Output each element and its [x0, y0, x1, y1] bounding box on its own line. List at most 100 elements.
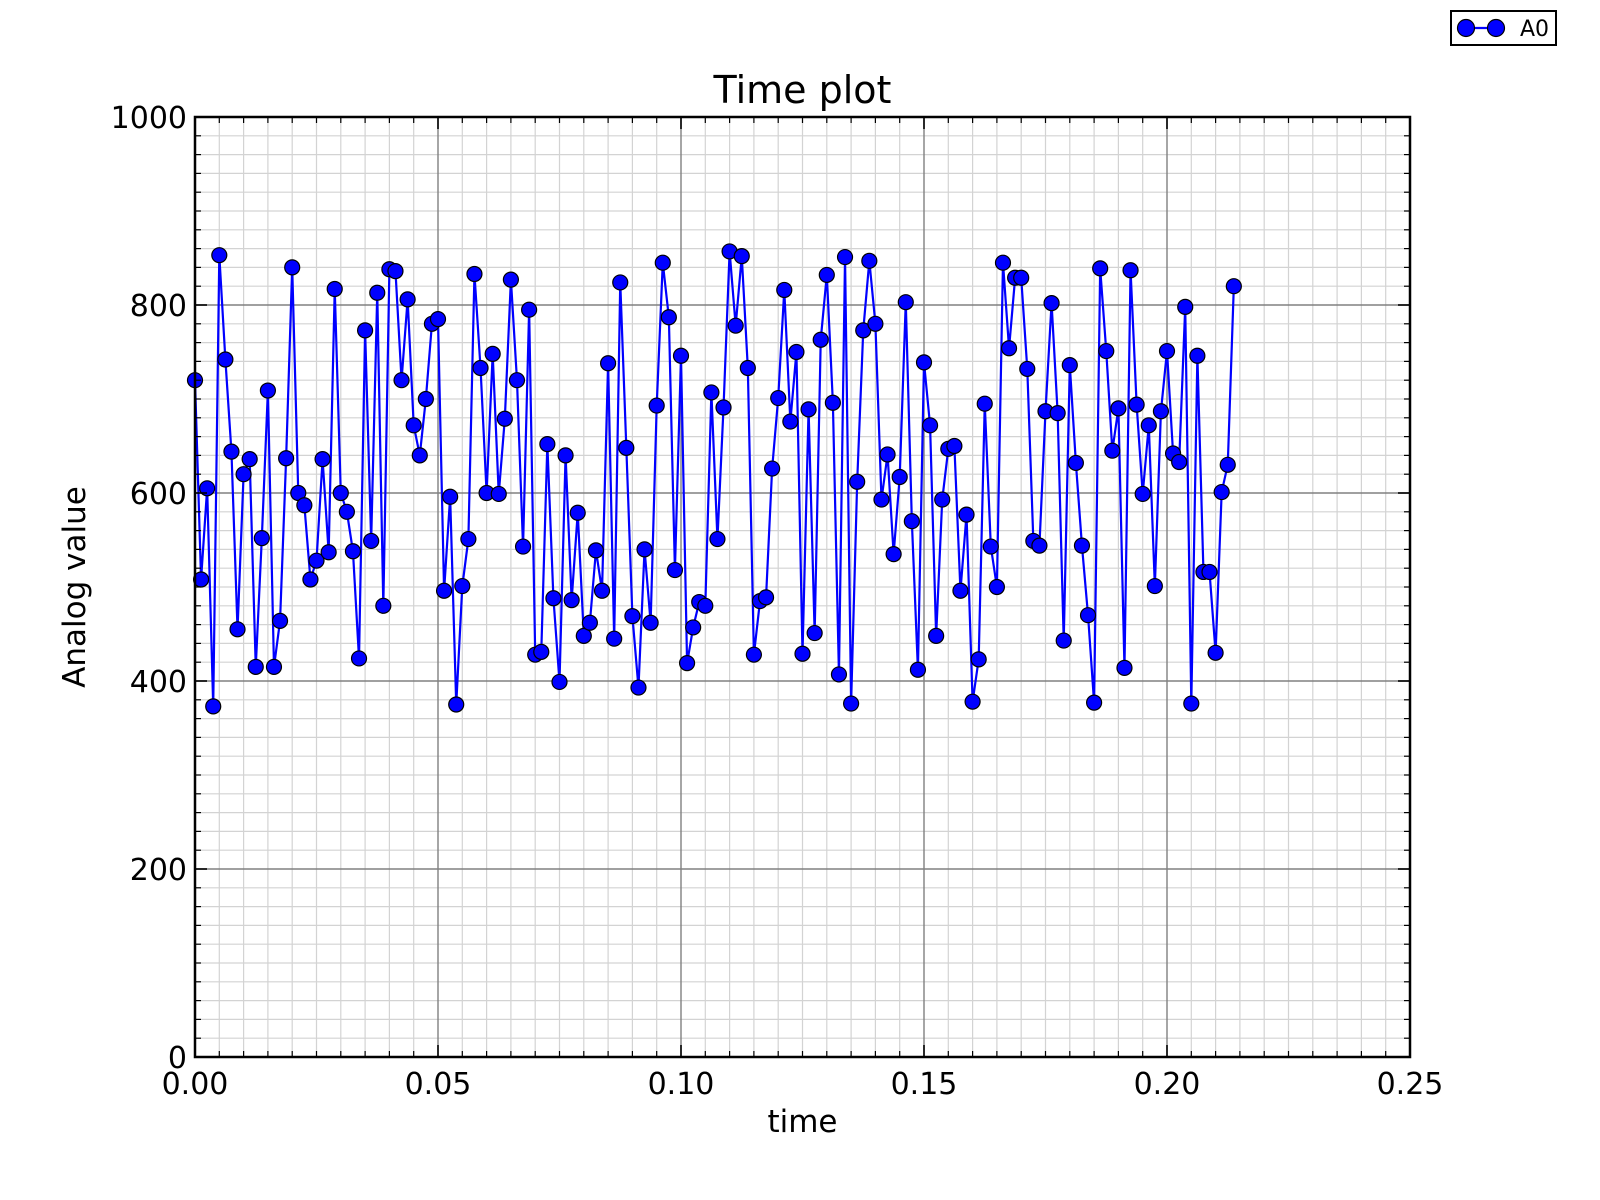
data-point — [685, 619, 702, 636]
data-point — [429, 311, 447, 328]
data-point — [873, 491, 890, 508]
data-point — [350, 650, 368, 667]
data-point — [1085, 694, 1103, 711]
minor-gridlines — [195, 117, 1410, 1057]
data-point — [654, 254, 671, 271]
data-point — [247, 658, 264, 676]
data-point — [928, 627, 945, 644]
data-point — [472, 359, 489, 377]
data-point — [1061, 357, 1078, 374]
data-point — [411, 447, 428, 464]
data-point — [551, 673, 568, 691]
data-point — [545, 590, 562, 607]
data-point — [375, 597, 392, 614]
data-point — [1213, 483, 1230, 501]
y-tick-label: 200 — [130, 853, 187, 888]
data-point — [484, 345, 501, 362]
data-point — [363, 532, 380, 550]
data-point — [733, 248, 750, 265]
data-point — [648, 397, 665, 414]
data-point — [454, 577, 471, 595]
axis-ticks — [194, 116, 1411, 1058]
data-point — [660, 309, 677, 326]
data-point — [606, 630, 623, 647]
data-point — [435, 582, 453, 599]
data-point — [442, 488, 459, 505]
data-point — [915, 354, 933, 371]
data-point — [806, 624, 823, 642]
data-point — [818, 266, 835, 284]
data-point — [1219, 456, 1236, 473]
data-point — [1049, 405, 1066, 422]
data-point — [217, 351, 234, 368]
data-point — [636, 541, 653, 558]
data-point — [891, 468, 908, 486]
data-point — [1079, 607, 1097, 624]
x-tick-label: 0.20 — [1134, 1067, 1201, 1102]
data-point — [982, 538, 999, 555]
data-point — [678, 655, 696, 672]
data-point — [727, 317, 744, 334]
data-point — [271, 612, 289, 629]
data-point — [1000, 340, 1018, 357]
data-point — [921, 417, 939, 434]
data-point — [508, 372, 526, 389]
data-point — [994, 254, 1012, 271]
data-point — [599, 355, 617, 372]
data-point — [958, 506, 975, 523]
data-point — [830, 666, 848, 683]
data-point — [1177, 298, 1194, 315]
data-point — [241, 451, 258, 468]
data-point — [842, 695, 860, 712]
y-tick-labels: 0 200 400 600 800 1000 — [111, 101, 187, 1076]
data-point — [709, 530, 726, 548]
data-point — [1128, 396, 1145, 413]
y-tick-label: 1000 — [111, 101, 187, 136]
data-point — [448, 696, 465, 713]
data-point — [764, 460, 781, 477]
data-point — [770, 389, 787, 407]
data-point — [812, 331, 829, 348]
data-point — [1189, 347, 1206, 364]
data-point — [587, 542, 605, 559]
data-point — [399, 291, 416, 308]
y-tick-label: 600 — [130, 477, 187, 512]
data-point — [1013, 269, 1030, 286]
data-point — [253, 530, 270, 547]
data-point — [205, 698, 222, 715]
data-point — [703, 384, 720, 401]
data-point — [836, 248, 854, 266]
x-tick-label: 0.00 — [162, 1067, 229, 1102]
data-point — [466, 265, 483, 283]
data-point — [697, 597, 714, 614]
y-tick-label: 0 — [168, 1041, 187, 1076]
data-point — [278, 450, 295, 467]
data-point — [861, 252, 878, 269]
data-point — [970, 651, 987, 668]
data-point — [211, 247, 228, 264]
data-point — [800, 401, 817, 418]
y-axis-title: Analog value — [57, 486, 93, 688]
data-point — [1092, 260, 1109, 277]
data-point — [296, 497, 313, 514]
data-point — [867, 315, 884, 332]
data-point — [393, 372, 410, 389]
x-tick-label: 0.25 — [1377, 1067, 1444, 1102]
data-point — [1152, 403, 1170, 420]
data-point — [1055, 632, 1072, 649]
data-point — [988, 578, 1006, 596]
data-point — [332, 484, 349, 502]
data-point — [229, 621, 246, 638]
data-point — [265, 658, 283, 676]
data-point — [1104, 442, 1121, 459]
data-point — [976, 395, 993, 412]
data-point — [314, 451, 331, 468]
data-point — [284, 259, 301, 276]
data-point — [496, 410, 513, 427]
data-point — [1146, 577, 1163, 595]
data-point — [308, 552, 325, 569]
data-point — [715, 399, 732, 416]
data-point — [885, 545, 902, 563]
data-point — [1098, 342, 1115, 360]
